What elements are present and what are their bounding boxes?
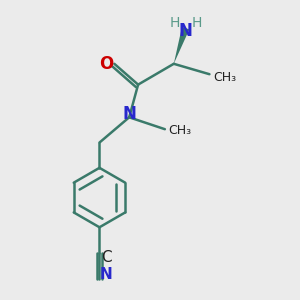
Text: O: O: [99, 55, 113, 73]
Text: N: N: [179, 22, 193, 40]
Text: CH₃: CH₃: [213, 71, 236, 84]
Text: CH₃: CH₃: [168, 124, 192, 137]
Text: N: N: [100, 267, 112, 282]
Text: C: C: [101, 250, 111, 266]
Text: H: H: [169, 16, 180, 30]
Text: N: N: [123, 105, 137, 123]
Text: H: H: [192, 16, 202, 30]
Polygon shape: [174, 27, 189, 64]
